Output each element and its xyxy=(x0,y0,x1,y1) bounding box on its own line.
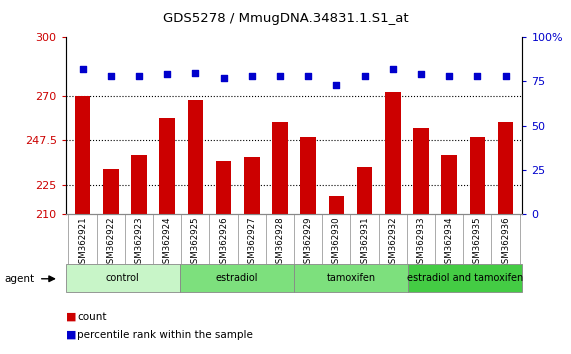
Text: GSM362935: GSM362935 xyxy=(473,217,482,269)
Text: GSM362930: GSM362930 xyxy=(332,217,341,269)
Bar xyxy=(159,118,175,214)
Text: estradiol and tamoxifen: estradiol and tamoxifen xyxy=(407,273,524,283)
Point xyxy=(388,66,397,72)
Text: ■: ■ xyxy=(66,312,76,322)
Text: GSM362924: GSM362924 xyxy=(163,217,172,269)
Bar xyxy=(180,264,294,292)
Point xyxy=(501,73,510,79)
Text: GSM362933: GSM362933 xyxy=(416,217,425,269)
Text: GSM362928: GSM362928 xyxy=(275,217,284,269)
Bar xyxy=(272,122,288,214)
Point xyxy=(163,72,172,77)
Text: tamoxifen: tamoxifen xyxy=(327,273,376,283)
Text: GSM362931: GSM362931 xyxy=(360,217,369,269)
Bar xyxy=(300,137,316,214)
Point xyxy=(219,75,228,81)
Point xyxy=(332,82,341,88)
Text: agent: agent xyxy=(5,274,35,284)
Text: GDS5278 / MmugDNA.34831.1.S1_at: GDS5278 / MmugDNA.34831.1.S1_at xyxy=(163,12,408,25)
Point xyxy=(134,73,143,79)
Text: GSM362934: GSM362934 xyxy=(445,217,453,269)
Bar xyxy=(469,137,485,214)
Text: GSM362921: GSM362921 xyxy=(78,217,87,269)
Text: GSM362929: GSM362929 xyxy=(304,217,313,269)
Text: GSM362922: GSM362922 xyxy=(106,217,115,269)
Bar xyxy=(408,264,522,292)
Text: percentile rank within the sample: percentile rank within the sample xyxy=(77,330,253,339)
Bar xyxy=(103,169,119,214)
Bar xyxy=(357,167,372,214)
Point xyxy=(416,72,425,77)
Bar xyxy=(244,157,260,214)
Bar xyxy=(216,161,231,214)
Text: ■: ■ xyxy=(66,330,76,339)
Text: GSM362927: GSM362927 xyxy=(247,217,256,269)
Point xyxy=(445,73,454,79)
Text: count: count xyxy=(77,312,107,322)
Bar xyxy=(131,155,147,214)
Point xyxy=(473,73,482,79)
Text: GSM362926: GSM362926 xyxy=(219,217,228,269)
Point xyxy=(304,73,313,79)
Bar xyxy=(75,96,90,214)
Bar xyxy=(328,196,344,214)
Bar xyxy=(294,264,408,292)
Point xyxy=(106,73,115,79)
Point xyxy=(247,73,256,79)
Bar xyxy=(385,92,400,214)
Point xyxy=(191,70,200,75)
Text: estradiol: estradiol xyxy=(216,273,258,283)
Text: control: control xyxy=(106,273,140,283)
Bar xyxy=(188,100,203,214)
Text: GSM362923: GSM362923 xyxy=(135,217,143,269)
Point xyxy=(275,73,284,79)
Text: GSM362936: GSM362936 xyxy=(501,217,510,269)
Text: GSM362925: GSM362925 xyxy=(191,217,200,269)
Bar xyxy=(66,264,180,292)
Text: GSM362932: GSM362932 xyxy=(388,217,397,269)
Point xyxy=(360,73,369,79)
Bar xyxy=(441,155,457,214)
Bar xyxy=(498,122,513,214)
Point xyxy=(78,66,87,72)
Bar xyxy=(413,128,429,214)
